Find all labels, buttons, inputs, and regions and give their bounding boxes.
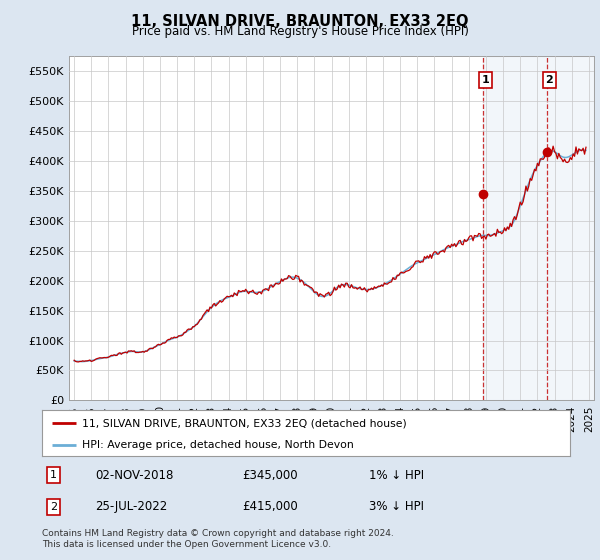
Text: 2: 2: [50, 502, 57, 512]
Bar: [483, 56, 594, 400]
Text: 1: 1: [482, 75, 490, 85]
Text: 1% ↓ HPI: 1% ↓ HPI: [370, 469, 424, 482]
Text: 02-NOV-2018: 02-NOV-2018: [95, 469, 173, 482]
Text: HPI: Average price, detached house, North Devon: HPI: Average price, detached house, Nort…: [82, 440, 353, 450]
Text: 1: 1: [50, 470, 57, 480]
Text: £345,000: £345,000: [242, 469, 298, 482]
Text: Contains HM Land Registry data © Crown copyright and database right 2024.
This d: Contains HM Land Registry data © Crown c…: [42, 529, 394, 549]
Text: 25-JUL-2022: 25-JUL-2022: [95, 500, 167, 514]
Text: Price paid vs. HM Land Registry's House Price Index (HPI): Price paid vs. HM Land Registry's House …: [131, 25, 469, 38]
Text: 3% ↓ HPI: 3% ↓ HPI: [370, 500, 424, 514]
Text: £415,000: £415,000: [242, 500, 298, 514]
Text: 11, SILVAN DRIVE, BRAUNTON, EX33 2EQ (detached house): 11, SILVAN DRIVE, BRAUNTON, EX33 2EQ (de…: [82, 418, 406, 428]
Text: 2: 2: [545, 75, 553, 85]
Text: 11, SILVAN DRIVE, BRAUNTON, EX33 2EQ: 11, SILVAN DRIVE, BRAUNTON, EX33 2EQ: [131, 14, 469, 29]
